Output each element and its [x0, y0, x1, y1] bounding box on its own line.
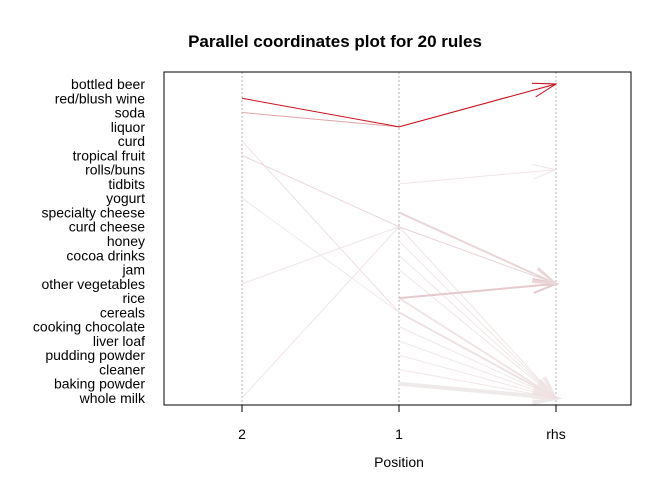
rule-line — [398, 282, 557, 300]
item-label: cooking chocolate — [33, 319, 145, 335]
rule-line — [398, 340, 557, 399]
item-label: pudding powder — [45, 347, 145, 363]
rule-line — [398, 354, 557, 399]
item-label: soda — [115, 105, 146, 121]
item-label: rolls/buns — [85, 162, 145, 178]
rule-11 — [398, 240, 558, 400]
item-label: curd cheese — [69, 219, 145, 235]
x-tick-label: 2 — [238, 426, 246, 442]
item-label: cereals — [100, 304, 145, 320]
rule-line — [398, 326, 557, 399]
item-label: red/blush wine — [55, 90, 145, 106]
rule-line — [398, 254, 557, 399]
item-label: tropical fruit — [73, 147, 145, 163]
rule-line — [241, 154, 557, 285]
item-label: liquor — [111, 119, 146, 135]
plot-frame — [163, 71, 632, 406]
rule-arrowhead — [532, 268, 558, 285]
rule-arrowhead — [531, 82, 558, 98]
rule-arrowhead — [532, 164, 558, 180]
item-label: liver loaf — [93, 333, 145, 349]
rule-3 — [398, 164, 558, 185]
rule-line — [398, 269, 557, 399]
item-label: other vegetables — [41, 276, 145, 292]
item-label: tidbits — [108, 176, 145, 192]
item-label: cocoa drinks — [66, 247, 145, 263]
rule-line — [398, 169, 557, 185]
rule-4 — [241, 154, 558, 285]
item-label: curd — [118, 133, 145, 149]
grid-lines — [241, 72, 557, 405]
item-label: cleaner — [99, 361, 145, 377]
rule-line — [398, 297, 557, 399]
item-label: whole milk — [79, 390, 146, 406]
rule-line — [398, 368, 557, 399]
rule-1 — [241, 82, 558, 128]
rule-line — [398, 211, 557, 285]
rule-line — [398, 381, 557, 400]
item-label: yogurt — [106, 190, 145, 206]
rule-lines — [241, 82, 563, 405]
rule-7 — [241, 140, 558, 399]
item-label: bottled beer — [71, 76, 145, 92]
chart-title: Parallel coordinates plot for 20 rules — [188, 32, 482, 51]
item-label: honey — [107, 233, 145, 249]
item-label: rice — [122, 290, 145, 306]
x-tick-label: 1 — [395, 426, 403, 442]
item-label: specialty cheese — [41, 204, 145, 220]
rule-13 — [398, 269, 558, 400]
rule-5 — [398, 211, 560, 286]
x-tick-label: rhs — [546, 426, 565, 442]
rule-line — [241, 140, 557, 399]
rule-line — [398, 240, 557, 399]
x-axis-label: Position — [374, 454, 424, 470]
rule-line — [241, 83, 557, 128]
rule-arrowhead — [532, 380, 558, 399]
item-label: jam — [121, 262, 145, 278]
x-axis-ticks: 2 1 rhs — [238, 404, 566, 442]
item-label: baking powder — [54, 376, 145, 392]
